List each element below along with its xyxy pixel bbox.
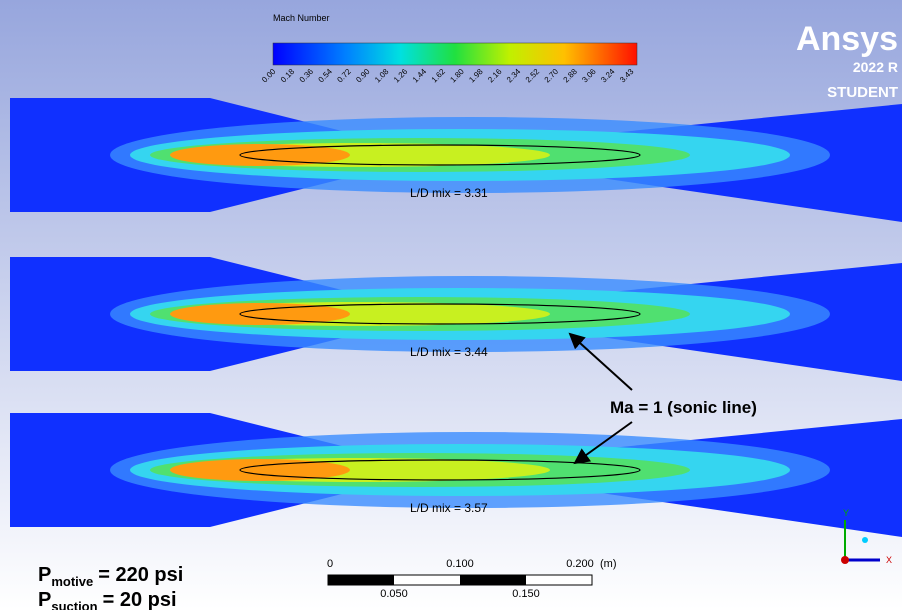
contours: L/D mix = 3.31 L/D mix = 3.44 L/D mix = 3.… bbox=[10, 98, 902, 537]
logo-edition: STUDENT bbox=[827, 84, 898, 101]
value: = 20 psi bbox=[103, 589, 177, 610]
logo-version: 2022 R bbox=[853, 59, 898, 75]
annotation: Ma = 1 (sonic line) bbox=[610, 398, 757, 417]
case-label: L/D mix = 3.31 bbox=[410, 186, 488, 200]
value: = 220 psi bbox=[98, 564, 183, 586]
logo-brand: Ansys bbox=[796, 20, 898, 58]
scale-label: 0.200 bbox=[566, 558, 594, 570]
case-label: L/D mix = 3.57 bbox=[410, 501, 488, 515]
colorbar-title: Mach Number bbox=[273, 13, 330, 23]
scale-label: 0.150 bbox=[512, 588, 540, 600]
case-label: L/D mix = 3.44 bbox=[410, 345, 488, 359]
symbol: P bbox=[38, 564, 51, 586]
scale-label: 0.050 bbox=[380, 588, 408, 600]
scale-label: 0.100 bbox=[446, 558, 474, 570]
axis-label: Y bbox=[843, 508, 849, 518]
axis-label: X bbox=[886, 555, 892, 565]
symbol: P bbox=[38, 589, 51, 610]
scale-label: 0 bbox=[327, 558, 333, 570]
subscript: motive bbox=[51, 574, 93, 589]
subscript: suction bbox=[51, 599, 97, 610]
viewport: L/D mix = 3.31 L/D mix = 3.44 L/D mix = 3.… bbox=[0, 0, 902, 610]
scale-unit: (m) bbox=[600, 558, 617, 570]
colorbar bbox=[273, 43, 637, 65]
